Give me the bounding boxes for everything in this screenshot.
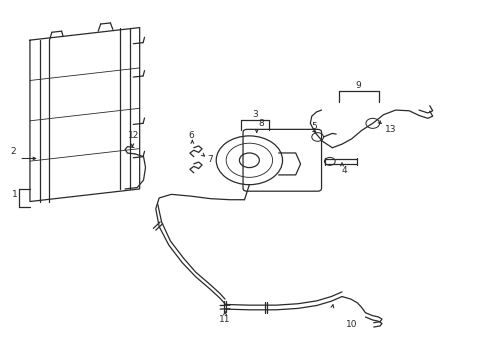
Text: 1: 1 [11,190,17,199]
Text: 13: 13 [384,125,396,134]
Text: 4: 4 [341,166,346,175]
Text: 10: 10 [346,320,357,329]
Text: 2: 2 [10,147,16,156]
Text: 6: 6 [187,131,193,140]
Text: 5: 5 [310,122,316,131]
Text: 7: 7 [207,155,213,164]
Text: 8: 8 [258,120,264,129]
Text: 9: 9 [355,81,361,90]
Text: 12: 12 [127,131,139,140]
Text: 11: 11 [219,315,230,324]
Text: 3: 3 [251,110,257,119]
